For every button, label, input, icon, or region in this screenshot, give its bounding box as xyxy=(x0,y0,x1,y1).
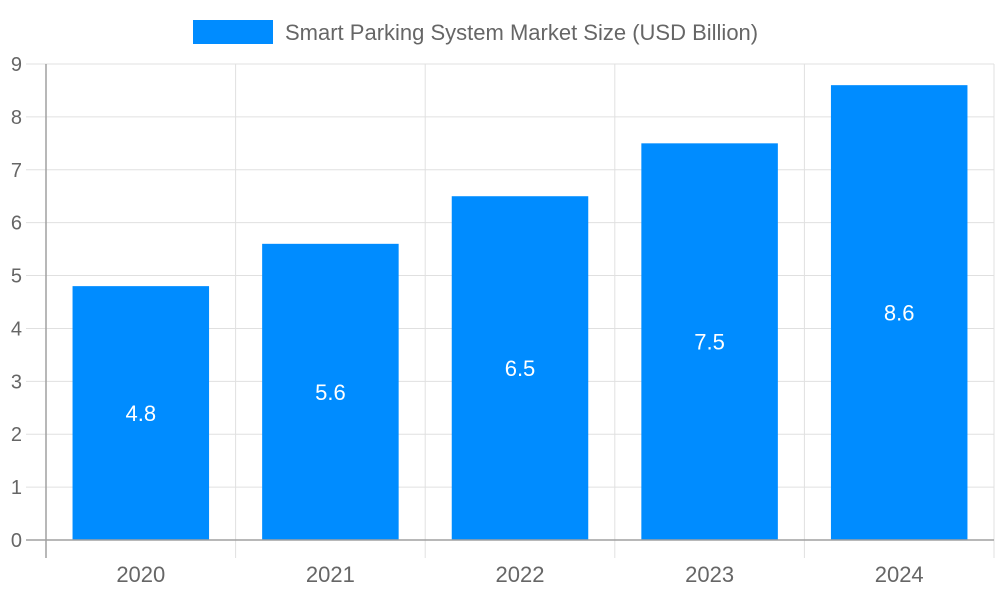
x-tick-label: 2024 xyxy=(875,562,924,587)
legend-label: Smart Parking System Market Size (USD Bi… xyxy=(285,20,758,45)
x-tick-label: 2023 xyxy=(685,562,734,587)
axes: 0 1 2 3 4 5 6 7 8 9 2020 2021 2022 2023 2024 xyxy=(11,54,994,587)
x-tick-label: 2022 xyxy=(496,562,545,587)
y-tick-label: 1 xyxy=(11,477,22,499)
bars: 4.8 5.6 6.5 7.5 8.6 xyxy=(72,85,968,541)
y-tick-label: 0 xyxy=(11,530,22,552)
y-tick-label: 2 xyxy=(11,424,22,446)
y-tick-label: 5 xyxy=(11,266,22,288)
x-tick-label: 2020 xyxy=(116,562,165,587)
bar-2020 xyxy=(72,286,210,540)
legend[interactable]: Smart Parking System Market Size (USD Bi… xyxy=(193,20,758,45)
data-label: 6.5 xyxy=(505,356,536,381)
x-tick-label: 2021 xyxy=(306,562,355,587)
y-tick-label: 9 xyxy=(11,54,22,76)
data-label: 7.5 xyxy=(694,330,725,355)
bar-2022 xyxy=(451,196,589,540)
data-label: 4.8 xyxy=(126,401,157,426)
y-tick-label: 8 xyxy=(11,107,22,129)
bar-2023 xyxy=(641,143,778,541)
bar-2024 xyxy=(830,85,968,541)
data-label: 5.6 xyxy=(315,380,346,405)
y-tick-label: 4 xyxy=(11,318,22,340)
y-tick-label: 7 xyxy=(11,160,22,182)
y-tick-label: 6 xyxy=(11,213,22,235)
data-label: 8.6 xyxy=(884,301,915,326)
y-tick-label: 3 xyxy=(11,371,22,393)
bar-2021 xyxy=(262,243,399,541)
legend-swatch xyxy=(193,20,273,44)
